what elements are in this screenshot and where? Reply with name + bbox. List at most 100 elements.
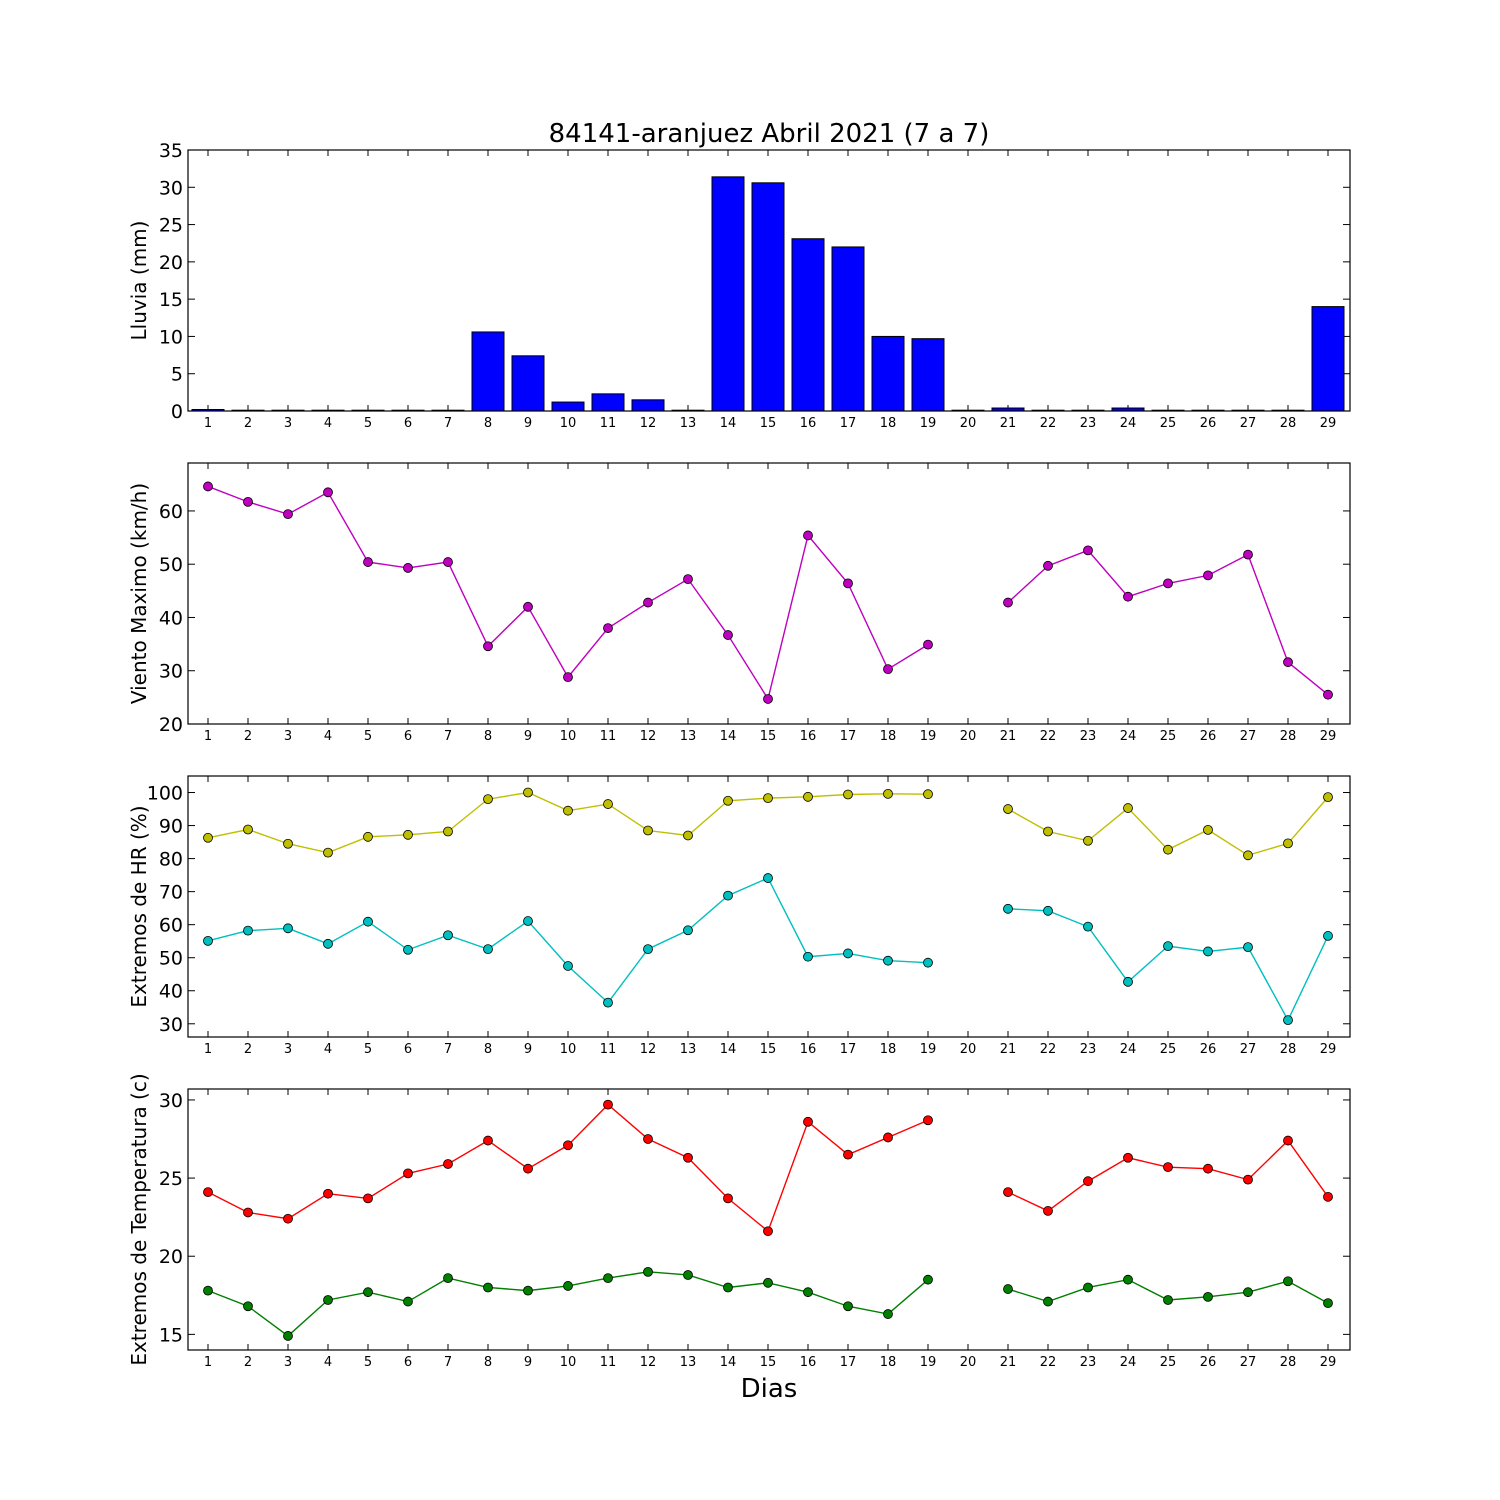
data-point	[1203, 1291, 1213, 1302]
data-point	[203, 1187, 213, 1198]
y-axis-label: Viento Maximo (km/h)	[127, 483, 151, 704]
x-tick-label: 5	[364, 729, 372, 744]
x-tick-label: 9	[524, 1042, 532, 1057]
data-point	[1323, 931, 1333, 941]
data-point	[523, 601, 533, 612]
x-tick-label: 14	[720, 1355, 737, 1370]
data-point	[283, 509, 293, 520]
data-point	[203, 481, 213, 492]
data-point	[1043, 560, 1053, 571]
y-axis-label: Extremos de Temperatura (c)	[127, 1073, 151, 1365]
x-tick-label: 19	[920, 416, 937, 431]
x-tick-label: 24	[1120, 1355, 1137, 1370]
x-tick-label: 28	[1280, 1355, 1297, 1370]
x-tick-label: 15	[760, 1042, 777, 1057]
y-tick-label: 15	[159, 1324, 183, 1346]
data-point	[1283, 1135, 1293, 1146]
x-tick-label: 16	[800, 729, 817, 744]
y-tick-label: 25	[159, 215, 183, 237]
data-point	[1283, 838, 1293, 849]
bar	[551, 401, 585, 412]
data-point	[683, 1152, 693, 1163]
x-tick-label: 22	[1040, 729, 1057, 744]
data-point	[763, 1226, 773, 1237]
x-tick-label: 24	[1120, 416, 1137, 431]
x-tick-label: 16	[800, 1042, 817, 1057]
y-tick-label: 5	[171, 364, 183, 386]
x-tick-label: 17	[840, 729, 857, 744]
x-tick-label: 5	[364, 1042, 372, 1057]
x-tick-label: 8	[484, 1355, 492, 1370]
x-tick-label: 19	[920, 729, 937, 744]
data-point	[923, 1274, 933, 1285]
bar	[631, 399, 665, 412]
x-tick-label: 12	[640, 729, 657, 744]
data-point	[843, 578, 853, 589]
data-point	[723, 630, 733, 640]
data-point	[883, 955, 893, 966]
x-tick-label: 23	[1080, 1355, 1097, 1370]
bar	[751, 182, 785, 412]
data-point	[363, 916, 373, 927]
data-point	[643, 1134, 653, 1144]
x-tick-label: 26	[1200, 1355, 1217, 1370]
x-tick-label: 25	[1160, 1355, 1177, 1370]
y-tick-label: 30	[159, 1014, 183, 1036]
x-tick-label: 6	[404, 1355, 412, 1370]
x-tick-label: 4	[324, 729, 332, 744]
data-point	[723, 795, 733, 806]
data-point	[443, 930, 453, 941]
x-tick-label: 13	[680, 729, 697, 744]
x-tick-label: 17	[840, 416, 857, 431]
data-point	[883, 1132, 893, 1143]
x-tick-label: 4	[324, 416, 332, 431]
data-point	[243, 1301, 253, 1312]
data-point	[1323, 689, 1333, 700]
data-point	[1083, 545, 1093, 556]
data-point	[363, 831, 373, 842]
bar	[511, 355, 545, 412]
x-tick-label: 20	[960, 729, 977, 744]
data-point	[763, 1277, 773, 1288]
x-tick-label: 17	[840, 1042, 857, 1057]
x-tick-label: 27	[1240, 729, 1257, 744]
data-point	[843, 789, 853, 800]
x-tick-label: 14	[720, 729, 737, 744]
x-tick-label: 5	[364, 1355, 372, 1370]
chart-title: 84141-aranjuez Abril 2021 (7 a 7)	[549, 119, 990, 149]
data-point	[1283, 657, 1293, 668]
x-tick-label: 28	[1280, 729, 1297, 744]
x-tick-label: 29	[1320, 1042, 1337, 1057]
y-tick-label: 80	[159, 849, 183, 871]
data-point	[603, 1273, 613, 1284]
y-tick-label: 90	[159, 816, 183, 838]
data-point	[883, 788, 893, 799]
bar	[471, 331, 505, 412]
bar	[911, 338, 945, 412]
data-point	[843, 1149, 853, 1160]
axes-frame	[187, 462, 1351, 725]
x-tick-label: 20	[960, 1355, 977, 1370]
x-tick-label: 14	[720, 1042, 737, 1057]
data-point	[1123, 1152, 1133, 1163]
x-tick-label: 8	[484, 729, 492, 744]
data-point	[363, 1287, 373, 1298]
data-point	[1323, 1191, 1333, 1202]
x-tick-label: 13	[680, 1355, 697, 1370]
data-point	[523, 916, 533, 926]
y-tick-label: 20	[159, 252, 183, 274]
x-tick-label: 2	[244, 729, 252, 744]
data-point	[603, 623, 613, 634]
x-tick-label: 4	[324, 1042, 332, 1057]
data-point	[1323, 1298, 1333, 1309]
x-tick-label: 7	[444, 416, 452, 431]
bar	[831, 246, 865, 412]
data-point	[763, 793, 773, 804]
y-tick-label: 50	[159, 948, 183, 970]
x-tick-label: 19	[920, 1355, 937, 1370]
x-tick-label: 26	[1200, 1042, 1217, 1057]
